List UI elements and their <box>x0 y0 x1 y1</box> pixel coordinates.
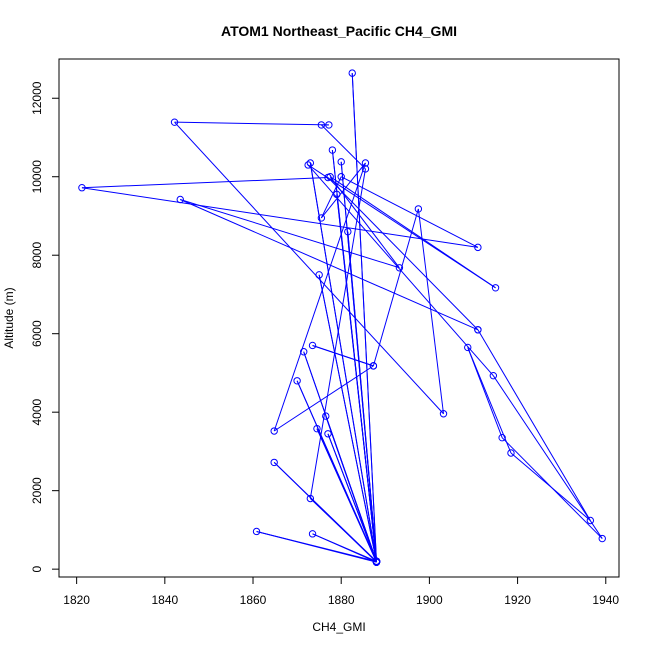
series-line-segment <box>256 530 377 562</box>
series-lines <box>81 73 603 563</box>
series-line-segment <box>309 168 366 499</box>
series-line-segment <box>336 194 377 562</box>
series-line-segment <box>303 351 377 562</box>
data-point <box>474 243 482 252</box>
series-line-segment <box>372 208 419 367</box>
y-tick-label: 0 <box>30 565 44 572</box>
y-tick-label: 8000 <box>30 242 44 269</box>
series-line-segment <box>307 164 496 289</box>
series-line-segment <box>180 199 479 331</box>
series-line-segment <box>309 162 377 563</box>
y-axis-label: Altitude (m) <box>2 287 16 348</box>
series-line-segment <box>318 274 377 562</box>
data-point <box>293 377 301 385</box>
series-line-segment <box>327 433 377 562</box>
data-point <box>491 284 500 292</box>
data-point <box>337 158 345 166</box>
y-tick-label: 2000 <box>30 477 44 504</box>
x-tick-label: 1880 <box>328 593 355 607</box>
series-line-segment <box>320 176 342 219</box>
series-line-segment <box>467 347 512 454</box>
series-line-segment <box>477 329 591 521</box>
x-tick-label: 1940 <box>592 593 619 607</box>
data-point <box>361 159 370 167</box>
data-point <box>170 118 179 126</box>
data-point <box>464 343 472 352</box>
series-line-segment <box>81 187 478 248</box>
data-point <box>315 271 323 279</box>
y-tick-label: 4000 <box>30 399 44 426</box>
x-axis: 1820 1840 1860 1880 1900 1920 1940 <box>63 576 619 607</box>
chart-title: ATOM1 Northeast_Pacific CH4_GMI <box>221 23 457 39</box>
series-line-segment <box>174 121 444 415</box>
data-point <box>348 69 356 77</box>
series-line-segment <box>312 344 374 367</box>
data-point <box>344 227 352 236</box>
series-line-segment <box>296 380 377 563</box>
data-point <box>322 412 330 420</box>
series-line-segment <box>340 176 479 248</box>
data-point <box>586 516 595 525</box>
series-line-segment <box>180 199 400 269</box>
data-point <box>317 214 326 222</box>
data-point <box>498 433 506 442</box>
data-point <box>270 458 278 467</box>
data-point <box>337 173 345 181</box>
series-line-segment <box>273 162 366 432</box>
y-tick-label: 12000 <box>30 81 44 115</box>
data-point <box>324 430 332 438</box>
series-line-segment <box>312 533 377 562</box>
data-point <box>300 348 308 356</box>
y-tick-label: 6000 <box>30 320 44 347</box>
series-line-segment <box>320 162 366 219</box>
series-line-segment <box>417 208 445 414</box>
data-point <box>313 424 321 433</box>
series-line-segment <box>81 177 328 189</box>
data-point <box>306 159 315 167</box>
data-point <box>325 121 333 129</box>
series-line-segment <box>174 121 329 126</box>
data-point <box>328 146 337 154</box>
series-line-segment <box>510 452 591 521</box>
x-tick-label: 1900 <box>416 593 443 607</box>
data-point <box>598 534 606 543</box>
data-point <box>78 184 86 192</box>
data-point <box>489 371 498 380</box>
data-point <box>308 530 317 538</box>
data-point <box>395 264 404 272</box>
y-tick-label: 10000 <box>30 160 44 194</box>
series-line-segment <box>321 124 366 170</box>
data-point <box>326 173 334 181</box>
data-point <box>317 121 326 129</box>
data-point <box>507 449 515 457</box>
x-tick-label: 1920 <box>504 593 531 607</box>
data-point <box>308 341 317 350</box>
data-point <box>252 527 261 536</box>
series-line-segment <box>309 498 377 563</box>
data-point <box>176 195 184 204</box>
y-axis: 0 2000 4000 6000 8000 10000 12000 <box>30 81 60 572</box>
data-point <box>306 494 315 503</box>
data-point <box>474 326 482 334</box>
x-axis-label: CH4_GMI <box>312 620 365 634</box>
x-tick-label: 1860 <box>240 593 267 607</box>
data-point <box>361 165 370 173</box>
data-point <box>439 410 448 418</box>
data-point <box>369 362 378 370</box>
data-point <box>414 205 423 213</box>
series-line-segment <box>351 73 377 562</box>
data-point <box>304 161 312 169</box>
x-tick-label: 1840 <box>151 593 178 607</box>
data-point <box>333 190 341 199</box>
series-line-segment <box>492 375 603 539</box>
series-line-segment <box>329 176 400 269</box>
series-points <box>78 69 606 566</box>
series-line-segment <box>327 177 479 331</box>
data-point <box>372 557 381 566</box>
x-tick-label: 1820 <box>63 593 90 607</box>
data-point <box>270 427 278 435</box>
series-line-segment <box>273 365 374 432</box>
